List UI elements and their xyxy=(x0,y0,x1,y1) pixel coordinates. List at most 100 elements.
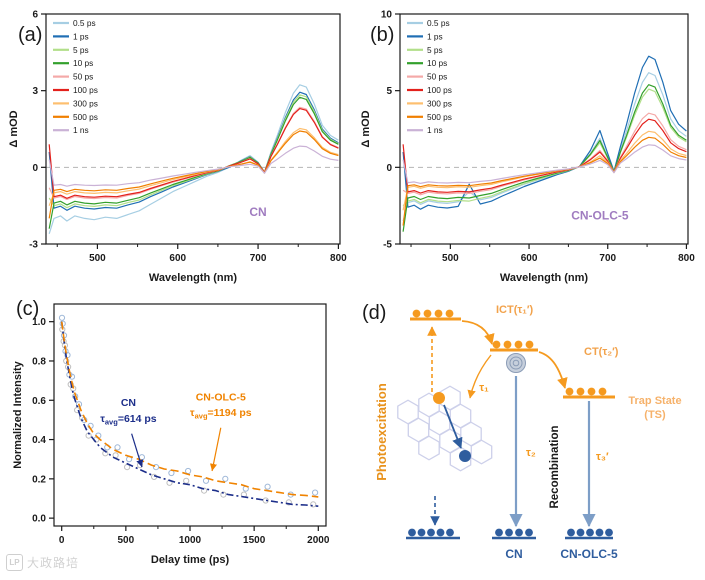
legend-label: 500 ps xyxy=(427,112,452,122)
level-electron-dot xyxy=(427,528,435,537)
x-tick-label: 1500 xyxy=(243,535,266,546)
tau2-label: τ₂ xyxy=(526,447,536,459)
y-axis-title: Normalized Intensity xyxy=(12,360,24,468)
level-electron-dot xyxy=(445,309,454,318)
level-electron-dot xyxy=(434,309,443,318)
level-electron-dot xyxy=(605,528,613,537)
x-tick-label: 1000 xyxy=(179,535,202,546)
y-tick-label: 0.0 xyxy=(32,514,46,525)
tau3-label: τ₃′ xyxy=(596,451,609,463)
x-tick-label: 500 xyxy=(118,535,135,546)
level-electron-dot xyxy=(423,309,432,318)
scatter-point xyxy=(201,487,208,494)
decay-kinetics-chart: 0 500 1000 1500 2000 0.0 0.2 0.4 0.6 0.8 1.0 Delay … xyxy=(12,303,330,566)
trap-state-label-line1: Trap State xyxy=(628,395,681,407)
ct-transfer-arrow xyxy=(538,351,568,389)
scatter-point xyxy=(74,407,81,414)
level-electron-dot xyxy=(525,528,533,537)
legend-label: 500 ps xyxy=(73,112,98,122)
watermark-logo: LP xyxy=(6,554,23,571)
panel-b: 500 600 700 800 -5 0 5 10 Wavelength (nm) Δ mOD 0.… xyxy=(356,6,698,293)
panel-c: 0 500 1000 1500 2000 0.0 0.2 0.4 0.6 0.8 1.0 Delay … xyxy=(8,294,338,575)
legend-label: 1 ns xyxy=(427,125,443,135)
x-axis-title: Delay time (ps) xyxy=(151,554,230,566)
panel-d-letter: (d) xyxy=(362,302,387,324)
legend-label: 50 ps xyxy=(73,72,93,82)
sample-label: CN-OLC-5 xyxy=(571,208,629,222)
level-electron-dot xyxy=(505,528,513,537)
x-tick-label: 0 xyxy=(59,535,65,546)
scatter-point xyxy=(285,499,292,506)
level-electron-dot xyxy=(436,528,445,537)
watermark-text: 大政路培 xyxy=(27,556,80,570)
legend-label: 1 ns xyxy=(73,125,89,135)
x-tick-label: 700 xyxy=(250,253,267,264)
series-1 ns xyxy=(402,144,687,184)
annotation-tau: τavg=614 ps xyxy=(100,413,157,427)
y-tick-label: 3 xyxy=(32,86,38,97)
panel-c-letter: (c) xyxy=(16,298,40,320)
series-100 ps xyxy=(402,118,687,194)
level-electron-dot xyxy=(446,528,454,537)
panel-b-letter: (b) xyxy=(370,24,395,46)
series-10 ps xyxy=(48,96,339,229)
level-electron-dot xyxy=(525,340,534,349)
plot-frame xyxy=(399,13,689,245)
watermark: LP 大政路培 xyxy=(6,554,79,571)
y-tick-label: 5 xyxy=(386,86,392,97)
y-tick-label: 0.2 xyxy=(32,474,46,485)
scatter-point xyxy=(220,491,227,498)
electron-dot xyxy=(433,392,445,404)
level-electron-dot xyxy=(598,387,607,396)
legend-label: 1 ps xyxy=(73,31,89,41)
annotation-name: CN xyxy=(121,397,136,409)
x-tick-label: 500 xyxy=(442,253,459,264)
panel-d: Photoexcitation ICT(τ₁′) CT(τ₂′) Trap St… xyxy=(346,292,702,580)
x-tick-label: 500 xyxy=(89,253,106,264)
level-electron-dot xyxy=(503,340,512,349)
legend-label: 300 ps xyxy=(73,98,98,108)
hexagon-ring xyxy=(470,439,493,465)
photoexcitation-label: Photoexcitation xyxy=(374,383,389,481)
x-tick-label: 2000 xyxy=(307,535,330,546)
legend-label: 10 ps xyxy=(427,58,447,68)
level-electron-dot xyxy=(576,528,585,537)
series-500 ps xyxy=(402,136,687,226)
ict-transfer-arrow xyxy=(461,320,495,345)
level-electron-dot xyxy=(567,528,575,537)
series-CN fit xyxy=(60,321,319,507)
scatter-point xyxy=(264,483,271,490)
level-electron-dot xyxy=(587,387,596,396)
olc-nanoparticle-icon xyxy=(506,353,526,373)
energy-level-diagram: Photoexcitation ICT(τ₁′) CT(τ₂′) Trap St… xyxy=(374,304,682,561)
level-electron-dot xyxy=(412,309,421,318)
x-tick-label: 800 xyxy=(330,253,347,264)
scatter-point xyxy=(58,314,66,321)
tau1-relax-arrow xyxy=(467,354,492,399)
cn-olc-label: CN-OLC-5 xyxy=(560,547,618,561)
x-tick-label: 600 xyxy=(169,253,186,264)
y-tick-label: 0.4 xyxy=(32,435,46,446)
legend-label: 0.5 ps xyxy=(427,18,450,28)
level-electron-dot xyxy=(565,387,574,396)
ct-label: CT(τ₂′) xyxy=(584,346,619,358)
level-electron-dot xyxy=(408,528,416,537)
y-tick-label: 0 xyxy=(386,163,392,174)
sample-label: CN xyxy=(249,205,266,219)
ta-spectra-chart-cn-olc-5: 500 600 700 800 -5 0 5 10 Wavelength (nm) Δ mOD 0.… xyxy=(360,10,695,285)
scatter-point xyxy=(183,477,190,484)
x-tick-label: 700 xyxy=(599,253,616,264)
annotation-tau: τavg=1194 ps xyxy=(190,407,252,421)
legend-label: 10 ps xyxy=(73,58,93,68)
tau1-label: τ₁ xyxy=(479,382,489,394)
legend-label: 50 ps xyxy=(427,72,447,82)
hole-dot xyxy=(459,450,471,462)
level-electron-dot xyxy=(417,528,426,537)
legend-label: 100 ps xyxy=(427,85,452,95)
exciton-separation-arrow xyxy=(443,404,463,449)
series-100 ps xyxy=(48,107,339,199)
y-tick-label: 10 xyxy=(381,10,393,21)
level-electron-dot xyxy=(492,340,501,349)
y-tick-label: 0.8 xyxy=(32,356,46,367)
